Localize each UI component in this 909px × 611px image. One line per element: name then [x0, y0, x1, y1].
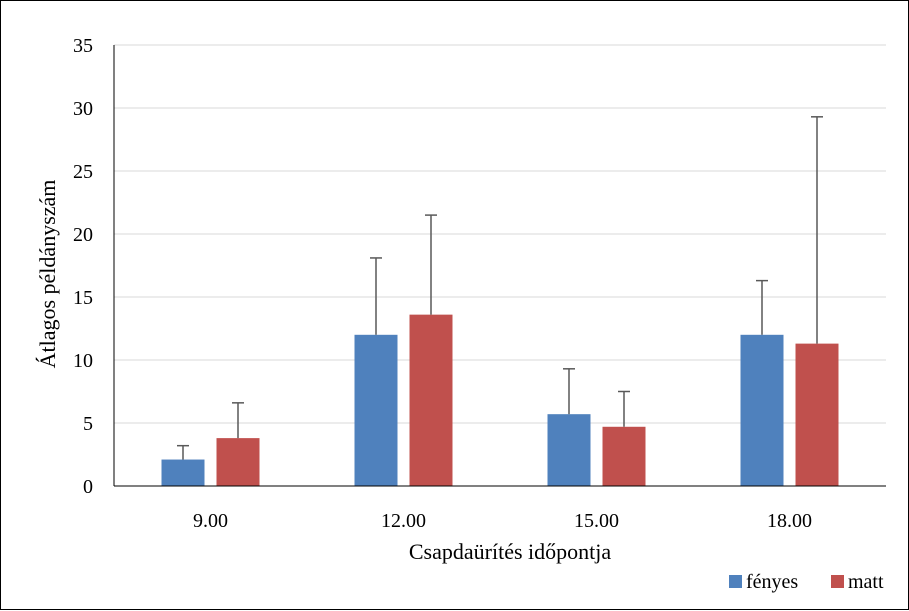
y-tick-label: 10 — [73, 350, 93, 372]
y-tick-label: 15 — [73, 287, 93, 309]
legend-swatch-matt — [831, 575, 844, 588]
x-tick-label: 12.00 — [381, 510, 426, 532]
legend-label-fenyes: fényes — [746, 571, 798, 593]
bars — [161, 314, 839, 486]
y-axis-title: Átlagos példányszám — [35, 180, 60, 369]
y-tick-label: 20 — [73, 224, 93, 246]
bar — [216, 438, 260, 486]
bar — [602, 426, 646, 486]
x-tick-labels: 9.00 12.00 15.00 18.00 — [193, 510, 812, 532]
x-tick-label: 15.00 — [574, 510, 619, 532]
y-tick-label: 0 — [83, 476, 93, 498]
x-tick-label: 9.00 — [193, 510, 228, 532]
legend: fényes matt — [729, 571, 884, 593]
gridlines — [114, 44, 886, 424]
legend-swatch-fenyes — [729, 575, 742, 588]
bar — [409, 314, 453, 486]
y-tick-label: 30 — [73, 98, 93, 120]
bar — [354, 334, 398, 486]
bar — [795, 343, 839, 486]
y-tick-label: 25 — [73, 161, 93, 183]
x-tick-label: 18.00 — [767, 510, 812, 532]
x-axis-title: Csapdaürítés időpontja — [409, 539, 611, 564]
bar — [740, 334, 784, 486]
bar — [547, 414, 591, 486]
error-bars — [177, 116, 823, 460]
bar — [161, 459, 205, 486]
y-tick-labels: 0 5 10 15 20 25 30 35 — [73, 35, 93, 498]
y-tick-label: 5 — [83, 413, 93, 435]
y-tick-label: 35 — [73, 35, 93, 57]
legend-label-matt: matt — [848, 571, 884, 593]
axes — [113, 45, 886, 487]
